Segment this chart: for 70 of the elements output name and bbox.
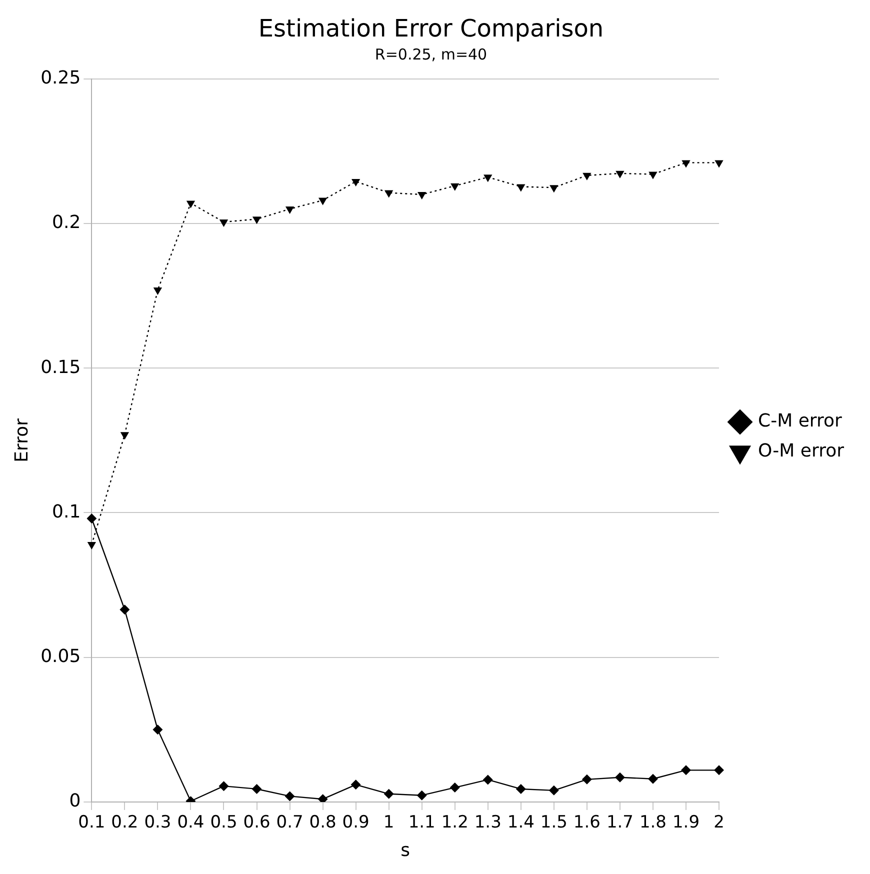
x-tick-label: 0.8 bbox=[309, 812, 336, 833]
x-tick-label: 1.5 bbox=[540, 812, 568, 833]
point bbox=[516, 184, 526, 192]
point bbox=[548, 785, 559, 796]
point bbox=[186, 200, 196, 208]
point bbox=[153, 287, 162, 295]
point bbox=[351, 178, 360, 186]
point bbox=[350, 780, 361, 790]
x-tick-label: 0.9 bbox=[342, 812, 370, 833]
point bbox=[450, 183, 460, 191]
point bbox=[285, 206, 294, 214]
point bbox=[550, 185, 558, 193]
point bbox=[482, 774, 493, 785]
x-tick-label: 1.4 bbox=[507, 812, 534, 833]
point bbox=[86, 514, 97, 524]
point bbox=[648, 774, 658, 784]
x-tick-label: 1 bbox=[383, 812, 394, 833]
point bbox=[87, 542, 96, 550]
point bbox=[120, 432, 130, 440]
x-tick-label: 0.5 bbox=[210, 812, 238, 833]
point bbox=[218, 781, 229, 792]
x-tick-label: 0.4 bbox=[177, 812, 204, 833]
x-tick-label: 1.7 bbox=[606, 812, 634, 833]
legend-label: C-M error bbox=[758, 410, 842, 432]
point bbox=[616, 170, 624, 178]
point bbox=[284, 791, 295, 802]
point bbox=[614, 772, 625, 782]
point bbox=[219, 219, 228, 227]
point bbox=[384, 190, 394, 198]
y-tick-label: 0.2 bbox=[52, 212, 81, 234]
y-tick-label: 0.25 bbox=[40, 67, 81, 88]
y-tick-label: 0.15 bbox=[40, 356, 81, 378]
point bbox=[648, 172, 658, 180]
x-tick-label: 1.8 bbox=[639, 812, 666, 833]
x-axis-title: s bbox=[400, 840, 410, 861]
point bbox=[450, 782, 460, 793]
point bbox=[516, 784, 526, 794]
point bbox=[484, 174, 492, 182]
x-tick-label: 2 bbox=[714, 812, 724, 833]
x-tick-label: 0.6 bbox=[243, 812, 270, 833]
point bbox=[682, 160, 690, 168]
x-tick-label: 1.3 bbox=[474, 812, 502, 833]
point bbox=[252, 216, 262, 224]
x-tick-label: 1.9 bbox=[672, 812, 700, 833]
x-tick-label: 0.7 bbox=[276, 812, 304, 833]
chart-subtitle: R=0.25, m=40 bbox=[374, 46, 488, 64]
point bbox=[582, 774, 592, 784]
x-tick-label: 0.3 bbox=[144, 812, 172, 833]
point bbox=[252, 784, 262, 794]
x-tick-label: 0.2 bbox=[111, 812, 138, 833]
y-tick-label: 0.05 bbox=[40, 646, 81, 668]
point bbox=[120, 604, 130, 615]
y-axis-title: Error bbox=[11, 418, 32, 462]
point bbox=[680, 765, 691, 776]
x-tick-label: 1.2 bbox=[441, 812, 468, 833]
chart-title: Estimation Error Comparison bbox=[258, 14, 604, 43]
x-tick-label: 1.1 bbox=[408, 812, 436, 833]
y-tick-label: 0 bbox=[69, 790, 81, 812]
point bbox=[416, 790, 427, 800]
point bbox=[714, 765, 724, 776]
point bbox=[418, 192, 426, 200]
point bbox=[152, 724, 163, 735]
point bbox=[714, 160, 724, 168]
y-tick-label: 0.1 bbox=[52, 501, 81, 522]
point bbox=[582, 172, 592, 180]
x-tick-label: 1.6 bbox=[573, 812, 600, 833]
point bbox=[318, 198, 328, 206]
x-tick-label: 0.1 bbox=[78, 812, 106, 833]
legend-label: O-M error bbox=[758, 440, 845, 462]
point bbox=[384, 788, 394, 799]
